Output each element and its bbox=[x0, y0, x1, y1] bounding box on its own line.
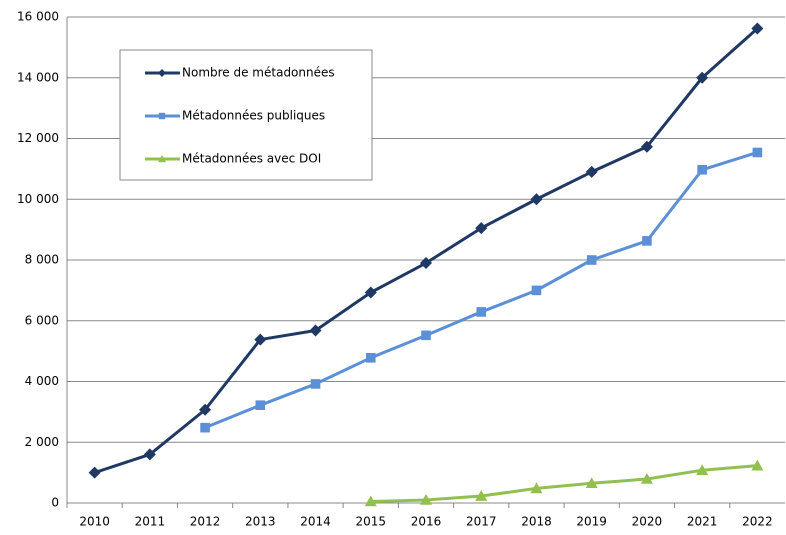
data-point bbox=[586, 255, 597, 265]
legend-label: Métadonnées avec DOI bbox=[182, 152, 321, 166]
legend-label: Métadonnées publiques bbox=[182, 109, 325, 123]
data-point bbox=[585, 165, 598, 178]
x-tick-label: 2017 bbox=[466, 515, 497, 529]
x-tick-label: 2012 bbox=[190, 515, 221, 529]
data-point bbox=[476, 307, 487, 317]
data-point bbox=[420, 493, 432, 505]
x-tick-label: 2020 bbox=[632, 515, 663, 529]
x-tick-label: 2010 bbox=[79, 515, 110, 529]
data-point bbox=[255, 400, 266, 410]
data-point bbox=[421, 330, 431, 341]
data-point bbox=[642, 236, 652, 246]
data-point bbox=[530, 482, 543, 494]
data-point bbox=[475, 222, 488, 235]
x-tick-label: 2022 bbox=[742, 515, 773, 529]
data-point bbox=[88, 466, 101, 479]
data-point bbox=[254, 333, 267, 346]
series-line bbox=[370, 464, 758, 503]
x-tick-label: 2016 bbox=[411, 515, 442, 529]
marker bbox=[158, 69, 166, 77]
data-point bbox=[751, 459, 764, 471]
data-point bbox=[640, 140, 653, 153]
x-tick-label: 2018 bbox=[521, 515, 552, 529]
data-point bbox=[143, 448, 156, 461]
data-point bbox=[585, 477, 598, 489]
legend-label: Nombre de métadonnées bbox=[182, 66, 335, 80]
data-point bbox=[310, 379, 321, 389]
data-point bbox=[696, 464, 709, 475]
data-point bbox=[309, 324, 322, 337]
x-tick-label: 2019 bbox=[576, 515, 607, 529]
data-point bbox=[697, 164, 707, 175]
y-tick-label: 4 000 bbox=[25, 374, 59, 388]
data-point bbox=[475, 490, 488, 501]
x-tick-label: 2014 bbox=[300, 515, 331, 529]
data-point bbox=[420, 257, 432, 270]
marker bbox=[158, 155, 166, 163]
x-tick-label: 2011 bbox=[135, 515, 166, 529]
data-point bbox=[199, 403, 212, 416]
data-point bbox=[640, 473, 653, 484]
data-point bbox=[365, 353, 376, 363]
y-tick-label: 10 000 bbox=[17, 192, 59, 206]
data-point bbox=[752, 147, 763, 158]
series-line bbox=[204, 151, 758, 430]
x-tick-label: 2013 bbox=[245, 515, 276, 529]
data-point bbox=[200, 422, 210, 433]
x-tick-label: 2015 bbox=[355, 515, 386, 529]
y-tick-label: 16 000 bbox=[17, 10, 59, 24]
y-tick-label: 6 000 bbox=[25, 313, 59, 327]
data-point bbox=[751, 22, 764, 35]
marker bbox=[158, 112, 166, 120]
y-tick-label: 14 000 bbox=[17, 70, 59, 84]
y-tick-label: 2 000 bbox=[25, 435, 59, 449]
y-tick-label: 0 bbox=[51, 496, 59, 510]
data-point bbox=[531, 285, 542, 296]
x-tick-label: 2021 bbox=[687, 515, 718, 529]
y-tick-label: 8 000 bbox=[25, 253, 59, 267]
data-point bbox=[364, 495, 377, 507]
data-point bbox=[364, 286, 377, 299]
y-tick-label: 12 000 bbox=[17, 131, 59, 145]
data-point bbox=[530, 193, 543, 206]
data-point bbox=[696, 71, 709, 84]
